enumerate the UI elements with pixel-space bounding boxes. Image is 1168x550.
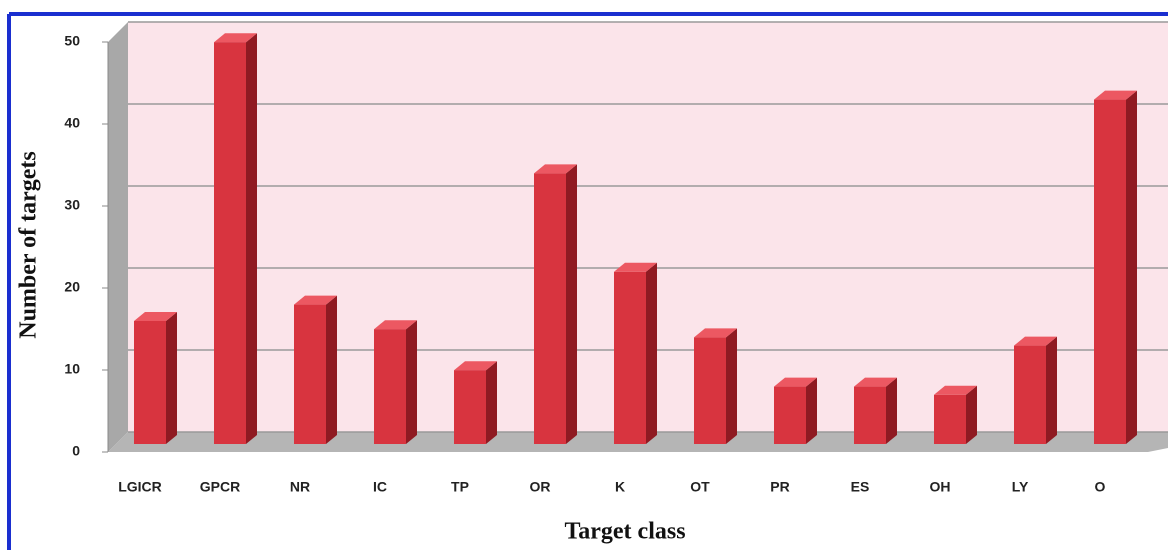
y-tick-label: 0: [72, 443, 80, 459]
x-tick-label: OH: [930, 479, 951, 495]
bar-front: [374, 329, 406, 444]
bar-side: [246, 33, 257, 444]
bar-side: [1046, 336, 1057, 444]
bar: [134, 312, 177, 444]
bar-side: [726, 328, 737, 444]
bar-front: [294, 304, 326, 444]
x-tick-label: IC: [373, 479, 387, 495]
y-tick-label: 50: [64, 33, 80, 49]
bar-side: [406, 320, 417, 444]
y-tick-label: 20: [64, 279, 80, 295]
bar-front: [454, 370, 486, 444]
bar-top: [214, 33, 257, 43]
bar-front: [534, 173, 566, 444]
bar-side: [646, 262, 657, 444]
bar-front: [214, 42, 246, 444]
y-tick-label: 10: [64, 361, 80, 377]
bar-top: [854, 377, 897, 387]
y-axis-title: Number of targets: [16, 151, 42, 339]
side-wall: [108, 22, 128, 452]
bar-front: [134, 321, 166, 444]
bar: [454, 361, 497, 444]
y-tick-label: 40: [64, 115, 80, 131]
bar: [214, 33, 257, 444]
bar-top: [614, 262, 657, 272]
bar-top: [694, 328, 737, 338]
bar-front: [854, 386, 886, 444]
y-tick-label: 30: [64, 197, 80, 213]
bar-side: [806, 377, 817, 444]
bar-top: [934, 385, 977, 395]
bar-front: [1094, 99, 1126, 444]
x-axis-title: Target class: [564, 519, 685, 545]
bar: [854, 377, 897, 444]
bar: [774, 377, 817, 444]
bar-front: [934, 394, 966, 444]
bar-top: [1014, 336, 1057, 346]
x-tick-label: LY: [1012, 479, 1029, 495]
bar: [614, 262, 657, 444]
bar-top: [774, 377, 817, 387]
x-tick-label: OT: [690, 479, 710, 495]
bar-top: [1094, 90, 1137, 100]
x-tick-label: LGICR: [118, 479, 162, 495]
x-tick-label: OR: [530, 479, 551, 495]
bar: [694, 328, 737, 444]
bar: [934, 385, 977, 444]
x-tick-label: TP: [451, 479, 469, 495]
bar-side: [966, 385, 977, 444]
bar: [374, 320, 417, 444]
bar-top: [374, 320, 417, 330]
x-tick-label: K: [615, 479, 625, 495]
bar-front: [694, 337, 726, 444]
bar-top: [454, 361, 497, 371]
x-tick-label: GPCR: [200, 479, 240, 495]
bar-top: [534, 164, 577, 174]
bar: [1014, 336, 1057, 444]
x-tick-label: O: [1095, 479, 1106, 495]
bar: [294, 295, 337, 444]
x-tick-label: ES: [851, 479, 870, 495]
bar-top: [294, 295, 337, 305]
x-tick-label: NR: [290, 479, 310, 495]
bar-side: [1126, 90, 1137, 444]
bar: [534, 164, 577, 444]
bar-side: [166, 312, 177, 444]
bar: [1094, 90, 1137, 444]
bar-side: [886, 377, 897, 444]
plot-area: 0 10 20 30 40 50 LGICR GPCR NR IC TP OR K OT PR ES OH LY O: [64, 21, 1168, 495]
bar-side: [486, 361, 497, 444]
bar-side: [566, 164, 577, 444]
bar-top: [134, 312, 177, 321]
bar-side: [326, 295, 337, 444]
x-tick-label: PR: [770, 479, 789, 495]
bar-front: [614, 271, 646, 444]
bar-front: [774, 386, 806, 444]
bar-front: [1014, 345, 1046, 444]
